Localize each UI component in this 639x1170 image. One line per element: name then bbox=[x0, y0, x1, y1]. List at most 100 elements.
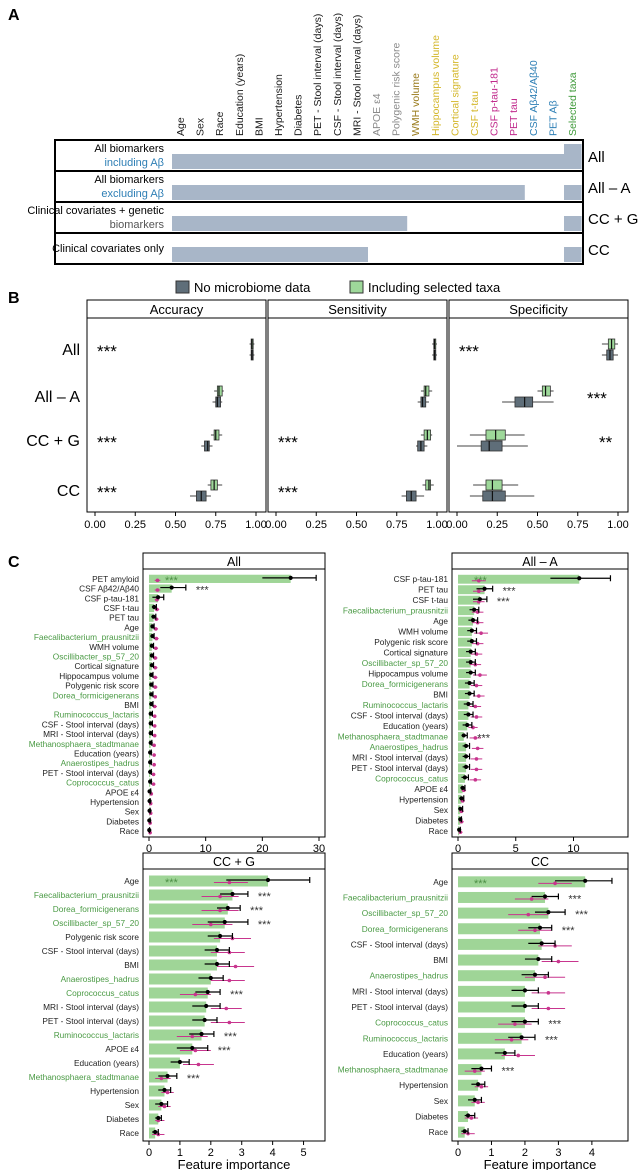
null-point bbox=[469, 1116, 474, 1120]
importance-bar bbox=[458, 938, 542, 950]
feature-label: Faecalibacterium_prausnitzii bbox=[343, 606, 448, 616]
variable-label: WMH volume bbox=[410, 73, 422, 136]
importance-point bbox=[469, 639, 474, 644]
null-point bbox=[474, 715, 479, 719]
importance-point bbox=[204, 1003, 209, 1009]
x-tick-label: 4 bbox=[589, 1147, 595, 1159]
importance-bar bbox=[149, 574, 291, 583]
taxa-bar bbox=[564, 216, 582, 231]
null-point bbox=[151, 772, 156, 777]
significance-stars: *** bbox=[278, 433, 298, 452]
model-description: Clinical covariates + genetic bbox=[27, 205, 164, 217]
feature-label: APOE ε4 bbox=[105, 787, 139, 797]
x-tick-label: 0.50 bbox=[165, 519, 186, 531]
null-point bbox=[233, 964, 238, 969]
variable-label: CSF - Stool interval (days) bbox=[332, 13, 344, 136]
feature-label: Education (years) bbox=[383, 721, 448, 731]
importance-point bbox=[230, 891, 235, 897]
importance-point bbox=[149, 692, 154, 697]
null-point bbox=[472, 1069, 477, 1073]
significance-stars: *** bbox=[196, 585, 210, 597]
feature-label: WMH volume bbox=[398, 627, 448, 637]
importance-point bbox=[546, 910, 551, 915]
x-axis-title: Feature importance bbox=[178, 1157, 291, 1170]
importance-point bbox=[458, 806, 463, 811]
null-point bbox=[218, 908, 222, 913]
importance-point bbox=[468, 670, 473, 675]
x-tick-label: 0 bbox=[146, 1147, 152, 1159]
feature-label: CSF t-tau bbox=[103, 603, 139, 613]
model-description: Clinical covariates only bbox=[52, 243, 164, 255]
significance-stars: *** bbox=[165, 575, 179, 587]
importance-bar bbox=[458, 1111, 469, 1123]
variable-label: APOE ε4 bbox=[371, 93, 383, 136]
importance-point bbox=[468, 659, 473, 665]
panel-b-performance-boxplots: No microbiome data Including selected tax… bbox=[26, 280, 629, 531]
null-point bbox=[152, 733, 157, 738]
null-point bbox=[476, 578, 481, 583]
feature-label: Oscillibacter_sp_57_20 bbox=[53, 918, 140, 928]
importance-bar bbox=[458, 616, 474, 626]
feature-label: Coprococcus_catus bbox=[375, 1018, 448, 1028]
feature-label: Age bbox=[124, 622, 139, 632]
importance-point bbox=[150, 633, 155, 639]
importance-point bbox=[214, 961, 220, 967]
null-point bbox=[533, 928, 537, 933]
null-point bbox=[509, 1037, 514, 1042]
importance-point bbox=[288, 575, 293, 580]
importance-point bbox=[458, 817, 463, 822]
facet-frame bbox=[142, 868, 326, 1142]
importance-bar bbox=[458, 742, 467, 752]
variable-bar bbox=[172, 247, 368, 262]
feature-label: PET tau bbox=[418, 585, 448, 595]
x-tick-label: 0.75 bbox=[386, 519, 407, 531]
x-tick-label: 0.50 bbox=[346, 519, 367, 531]
null-point bbox=[513, 1022, 517, 1026]
facet-frame bbox=[448, 317, 629, 513]
feature-label: Faecalibacterium_prausnitzii bbox=[343, 892, 448, 902]
importance-point bbox=[519, 1035, 524, 1040]
feature-label: Sex bbox=[434, 1096, 449, 1106]
x-tick-label: 0 bbox=[455, 843, 461, 855]
feature-label: Faecalibacterium_prausnitzii bbox=[34, 890, 139, 900]
importance-bar bbox=[458, 595, 480, 605]
null-point bbox=[152, 743, 156, 748]
feature-label: Ruminococcus_lactaris bbox=[54, 710, 139, 720]
feature-label: CSF - Stool interval (days) bbox=[42, 946, 140, 956]
feature-label: Anaerostipes_hadrus bbox=[61, 758, 139, 768]
importance-point bbox=[205, 989, 210, 995]
null-point bbox=[193, 1048, 198, 1053]
null-point bbox=[526, 912, 531, 917]
null-point bbox=[153, 694, 158, 699]
feature-label: Oscillibacter_sp_57_20 bbox=[362, 658, 449, 668]
importance-point bbox=[466, 701, 471, 707]
feature-label: Race bbox=[120, 1128, 140, 1138]
importance-bar bbox=[149, 603, 155, 613]
importance-bar bbox=[149, 959, 217, 971]
importance-bar bbox=[149, 613, 154, 622]
null-point bbox=[155, 588, 160, 592]
model-key: All – A bbox=[588, 180, 631, 197]
panel-a-model-table: Age Sex Race Education (years) BMI Hypertensi… bbox=[27, 13, 638, 265]
importance-bar bbox=[149, 1029, 202, 1041]
facet-frame bbox=[451, 568, 629, 838]
importance-point bbox=[468, 649, 473, 654]
significance-stars: *** bbox=[474, 575, 488, 587]
importance-bar bbox=[458, 585, 485, 595]
variable-label: MRI - Stool interval (days) bbox=[351, 15, 363, 136]
importance-bar bbox=[458, 574, 580, 584]
x-tick-label: 30 bbox=[313, 843, 325, 855]
importance-bar bbox=[149, 945, 217, 957]
importance-bar bbox=[149, 1015, 205, 1027]
feature-label: PET - Stool interval (days) bbox=[42, 768, 139, 778]
feature-label: Oscillibacter_sp_57_20 bbox=[53, 651, 140, 661]
null-point bbox=[159, 1076, 164, 1081]
model-description-sub: excluding Aβ bbox=[101, 188, 164, 200]
importance-point bbox=[532, 972, 538, 977]
legend-swatch-no-microbiome bbox=[175, 280, 190, 294]
importance-point bbox=[465, 722, 470, 728]
feature-label: BMI bbox=[433, 955, 448, 965]
importance-point bbox=[460, 785, 465, 790]
importance-bar bbox=[149, 931, 221, 943]
importance-point bbox=[472, 607, 477, 612]
